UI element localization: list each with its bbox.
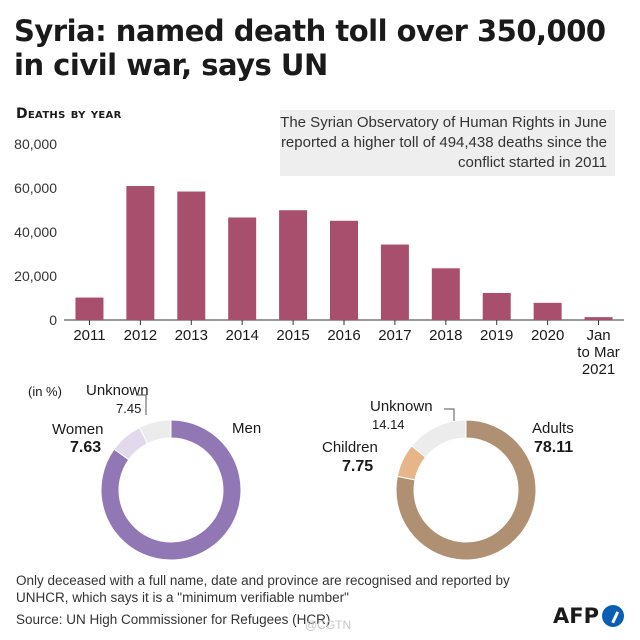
label-children: Children: [322, 439, 378, 456]
bar: [228, 217, 257, 320]
unit-label: (in %): [28, 384, 62, 399]
label-unknown-age: Unknown: [370, 398, 433, 415]
age-donut-chart: Unknown 14.14 Children 7.75 Adults 78.11: [320, 375, 640, 565]
x-tick-label: Jan to Mar 2021: [577, 327, 620, 378]
afp-logo-text: AFP: [553, 604, 599, 628]
x-tick-label: 2017: [378, 327, 411, 344]
bar: [126, 186, 155, 320]
age-donut-svg: [395, 408, 537, 561]
section-heading: Deaths by year: [16, 106, 122, 122]
donut-slice: [100, 419, 242, 561]
bar: [533, 302, 562, 320]
afp-logo-icon: [602, 605, 624, 627]
label-women: Women: [52, 421, 104, 438]
x-tick-label: 2019: [480, 327, 513, 344]
y-tick-label: 60,000: [14, 180, 57, 196]
label-adults: Adults: [532, 420, 574, 437]
value-women: 7.63: [70, 439, 102, 456]
x-tick-label: 2011: [73, 327, 105, 344]
y-tick-label: 80,000: [14, 136, 57, 152]
y-tick-label: 0: [49, 312, 57, 328]
value-unknown-gender: 7.45: [116, 401, 142, 416]
value-children: 7.75: [342, 458, 374, 475]
annotation-box: The Syrian Observatory of Human Rights i…: [280, 110, 615, 176]
leader-line: [444, 408, 455, 421]
bar: [330, 220, 358, 320]
leader-line: [136, 394, 147, 415]
x-tick-label: 2013: [175, 327, 208, 344]
bar: [75, 297, 104, 320]
donut-slice: [410, 419, 467, 458]
x-tick-label: 2015: [276, 327, 309, 344]
label-men: Men: [232, 420, 262, 437]
page-title: Syria: named death toll over 350,000 in …: [14, 14, 606, 82]
x-tick-label: 2016: [327, 327, 360, 344]
x-tick-label: 2012: [124, 327, 157, 344]
gender-donut-svg: [100, 394, 242, 561]
y-tick-label: 40,000: [14, 224, 57, 240]
value-adults: 78.11: [534, 439, 574, 456]
label-unknown-gender: Unknown: [86, 382, 149, 399]
y-tick-label: 20,000: [14, 268, 57, 284]
bar: [431, 268, 460, 320]
source-note: Source: UN High Commissioner for Refugee…: [16, 612, 331, 627]
x-tick-label: 2020: [531, 327, 564, 344]
bar: [380, 244, 409, 320]
watermark: @CGTN: [305, 618, 352, 632]
x-tick-label: 2014: [225, 327, 258, 344]
bar: [177, 191, 206, 320]
bar: [482, 292, 511, 320]
afp-logo: AFP: [553, 604, 624, 628]
gender-donut-chart: (in %) Unknown 7.45 Women 7.63 Men: [0, 375, 320, 565]
bar: [279, 210, 308, 320]
value-unknown-age: 14.14: [372, 417, 405, 432]
x-tick-label: 2018: [429, 327, 462, 344]
bar: [584, 317, 613, 320]
bar-chart: 0 20,000 40,000 60,000 80,000 2011 2012 2013 201…: [14, 136, 624, 378]
donut-slice: [138, 419, 172, 445]
donut-slice: [395, 419, 537, 561]
footnote: Only deceased with a full name, date and…: [16, 573, 510, 605]
